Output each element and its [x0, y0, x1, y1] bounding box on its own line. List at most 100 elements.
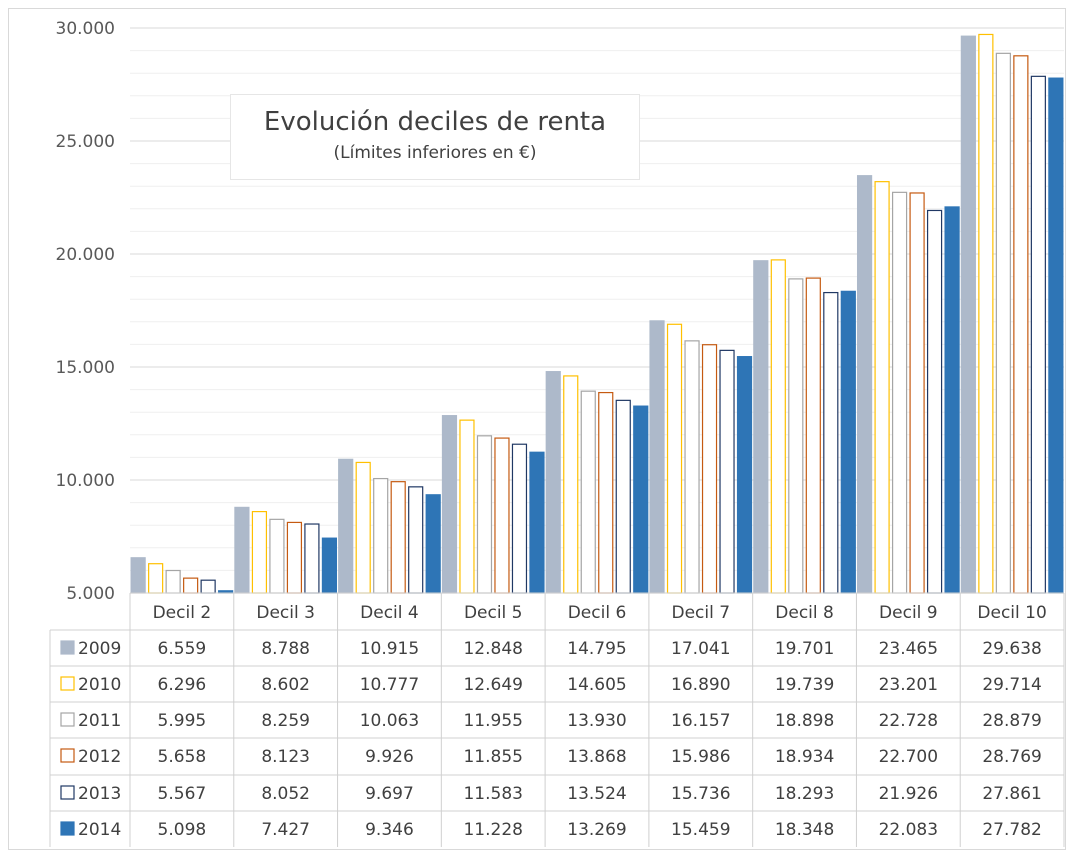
data-label: 8.602: [261, 675, 310, 695]
bar-2014-decil-3: [321, 537, 338, 594]
data-label: 17.041: [671, 639, 730, 659]
bar-2010-decil-8: [770, 259, 786, 594]
bar-2011-decil-4: [373, 477, 389, 594]
bar-2013-decil-4: [408, 486, 424, 594]
data-label: 22.728: [879, 711, 938, 731]
bar-2010-decil-10: [978, 33, 994, 594]
legend-label-2012: 2012: [78, 747, 121, 767]
legend-key-2013: [60, 785, 75, 800]
bar-2014-decil-7: [736, 356, 753, 594]
data-label: 9.697: [365, 784, 414, 804]
bar-2012-decil-10: [1013, 55, 1029, 594]
bar-2012-decil-6: [598, 391, 614, 594]
bar-2013-decil-2: [200, 579, 216, 594]
legend-label-2013: 2013: [78, 784, 121, 804]
bar-2010-decil-3: [251, 510, 268, 594]
bar-2013-decil-10: [1030, 75, 1046, 594]
bar-2010-decil-9: [874, 181, 890, 594]
chart-subtitle: (Límites inferiores en €): [333, 143, 537, 163]
bar-2009-decil-5: [441, 415, 458, 594]
data-label: 13.269: [567, 820, 626, 840]
bar-2014-decil-4: [425, 494, 441, 594]
y-tick-label: 5.000: [66, 584, 115, 604]
bar-2010-decil-4: [355, 461, 371, 594]
y-tick-label: 15.000: [56, 358, 115, 378]
data-label: 8.123: [261, 747, 310, 767]
data-label: 23.465: [879, 639, 938, 659]
bar-2011-decil-10: [995, 52, 1011, 594]
bar-2014-decil-5: [529, 451, 545, 594]
data-label: 28.769: [982, 747, 1041, 767]
legend-label-2009: 2009: [78, 639, 121, 659]
bar-2009-decil-10: [960, 35, 976, 594]
category-label: Decil 9: [879, 603, 938, 623]
data-label: 5.098: [158, 820, 207, 840]
data-label: 29.714: [982, 675, 1041, 695]
chart-frame: [8, 8, 1066, 850]
bar-2013-decil-9: [926, 209, 943, 594]
data-label: 8.259: [261, 711, 310, 731]
y-tick-label: 10.000: [56, 471, 115, 491]
bar-2011-decil-7: [684, 340, 700, 594]
data-label: 15.459: [671, 820, 730, 840]
bar-2009-decil-3: [234, 506, 250, 594]
data-label: 8.052: [261, 784, 310, 804]
legend-label-2014: 2014: [78, 820, 121, 840]
data-label: 10.915: [360, 639, 419, 659]
data-label: 16.890: [671, 675, 730, 695]
y-tick-label: 30.000: [56, 19, 115, 39]
data-label: 11.583: [463, 784, 522, 804]
data-label: 27.861: [982, 784, 1041, 804]
bar-2013-decil-8: [823, 291, 839, 594]
data-label: 6.296: [158, 675, 207, 695]
category-label: Decil 10: [977, 603, 1046, 623]
data-label: 12.649: [463, 675, 522, 695]
data-label: 5.995: [158, 711, 207, 731]
bar-2011-decil-6: [580, 390, 596, 594]
chart-title: Evolución deciles de renta: [263, 107, 607, 137]
data-label: 12.848: [463, 639, 522, 659]
category-label: Decil 3: [256, 603, 315, 623]
bar-2010-decil-7: [666, 323, 683, 594]
bar-2011-decil-8: [788, 278, 804, 594]
bar-2011-decil-9: [891, 191, 908, 594]
bar-2012-decil-7: [701, 344, 718, 594]
bar-2013-decil-3: [304, 523, 320, 594]
data-label: 19.701: [775, 639, 834, 659]
data-label: 18.934: [775, 747, 834, 767]
data-label: 29.638: [982, 639, 1041, 659]
bar-2010-decil-6: [563, 375, 579, 594]
data-label: 9.926: [365, 747, 414, 767]
data-label: 15.736: [671, 784, 730, 804]
bar-2011-decil-5: [476, 435, 493, 594]
bar-2009-decil-6: [545, 371, 561, 594]
category-label: Decil 8: [775, 603, 834, 623]
data-label: 15.986: [671, 747, 730, 767]
data-label: 7.427: [261, 820, 310, 840]
data-label: 5.567: [158, 784, 207, 804]
category-label: Decil 5: [464, 603, 523, 623]
data-label: 9.346: [365, 820, 414, 840]
category-label: Decil 2: [153, 603, 212, 623]
data-label: 11.228: [463, 820, 522, 840]
bar-2009-decil-9: [856, 175, 873, 594]
data-label: 11.855: [463, 747, 522, 767]
data-label: 13.524: [567, 784, 626, 804]
data-label: 14.605: [567, 675, 626, 695]
data-label: 11.955: [463, 711, 522, 731]
bar-2011-decil-3: [269, 518, 285, 594]
bar-2009-decil-2: [130, 557, 146, 594]
data-label: 6.559: [158, 639, 207, 659]
bar-2009-decil-8: [753, 260, 769, 594]
legend-key-2010: [60, 676, 75, 691]
data-label: 5.658: [158, 747, 207, 767]
bar-2013-decil-5: [511, 443, 528, 594]
category-label: Decil 7: [671, 603, 730, 623]
y-tick-label: 20.000: [56, 245, 115, 265]
legend-label-2011: 2011: [78, 711, 121, 731]
data-label: 16.157: [671, 711, 730, 731]
bar-2012-decil-9: [909, 192, 925, 594]
chart-title-box: Evolución deciles de renta (Límites infe…: [230, 94, 640, 180]
bar-2014-decil-9: [944, 206, 960, 594]
bar-2014-decil-8: [840, 290, 856, 594]
